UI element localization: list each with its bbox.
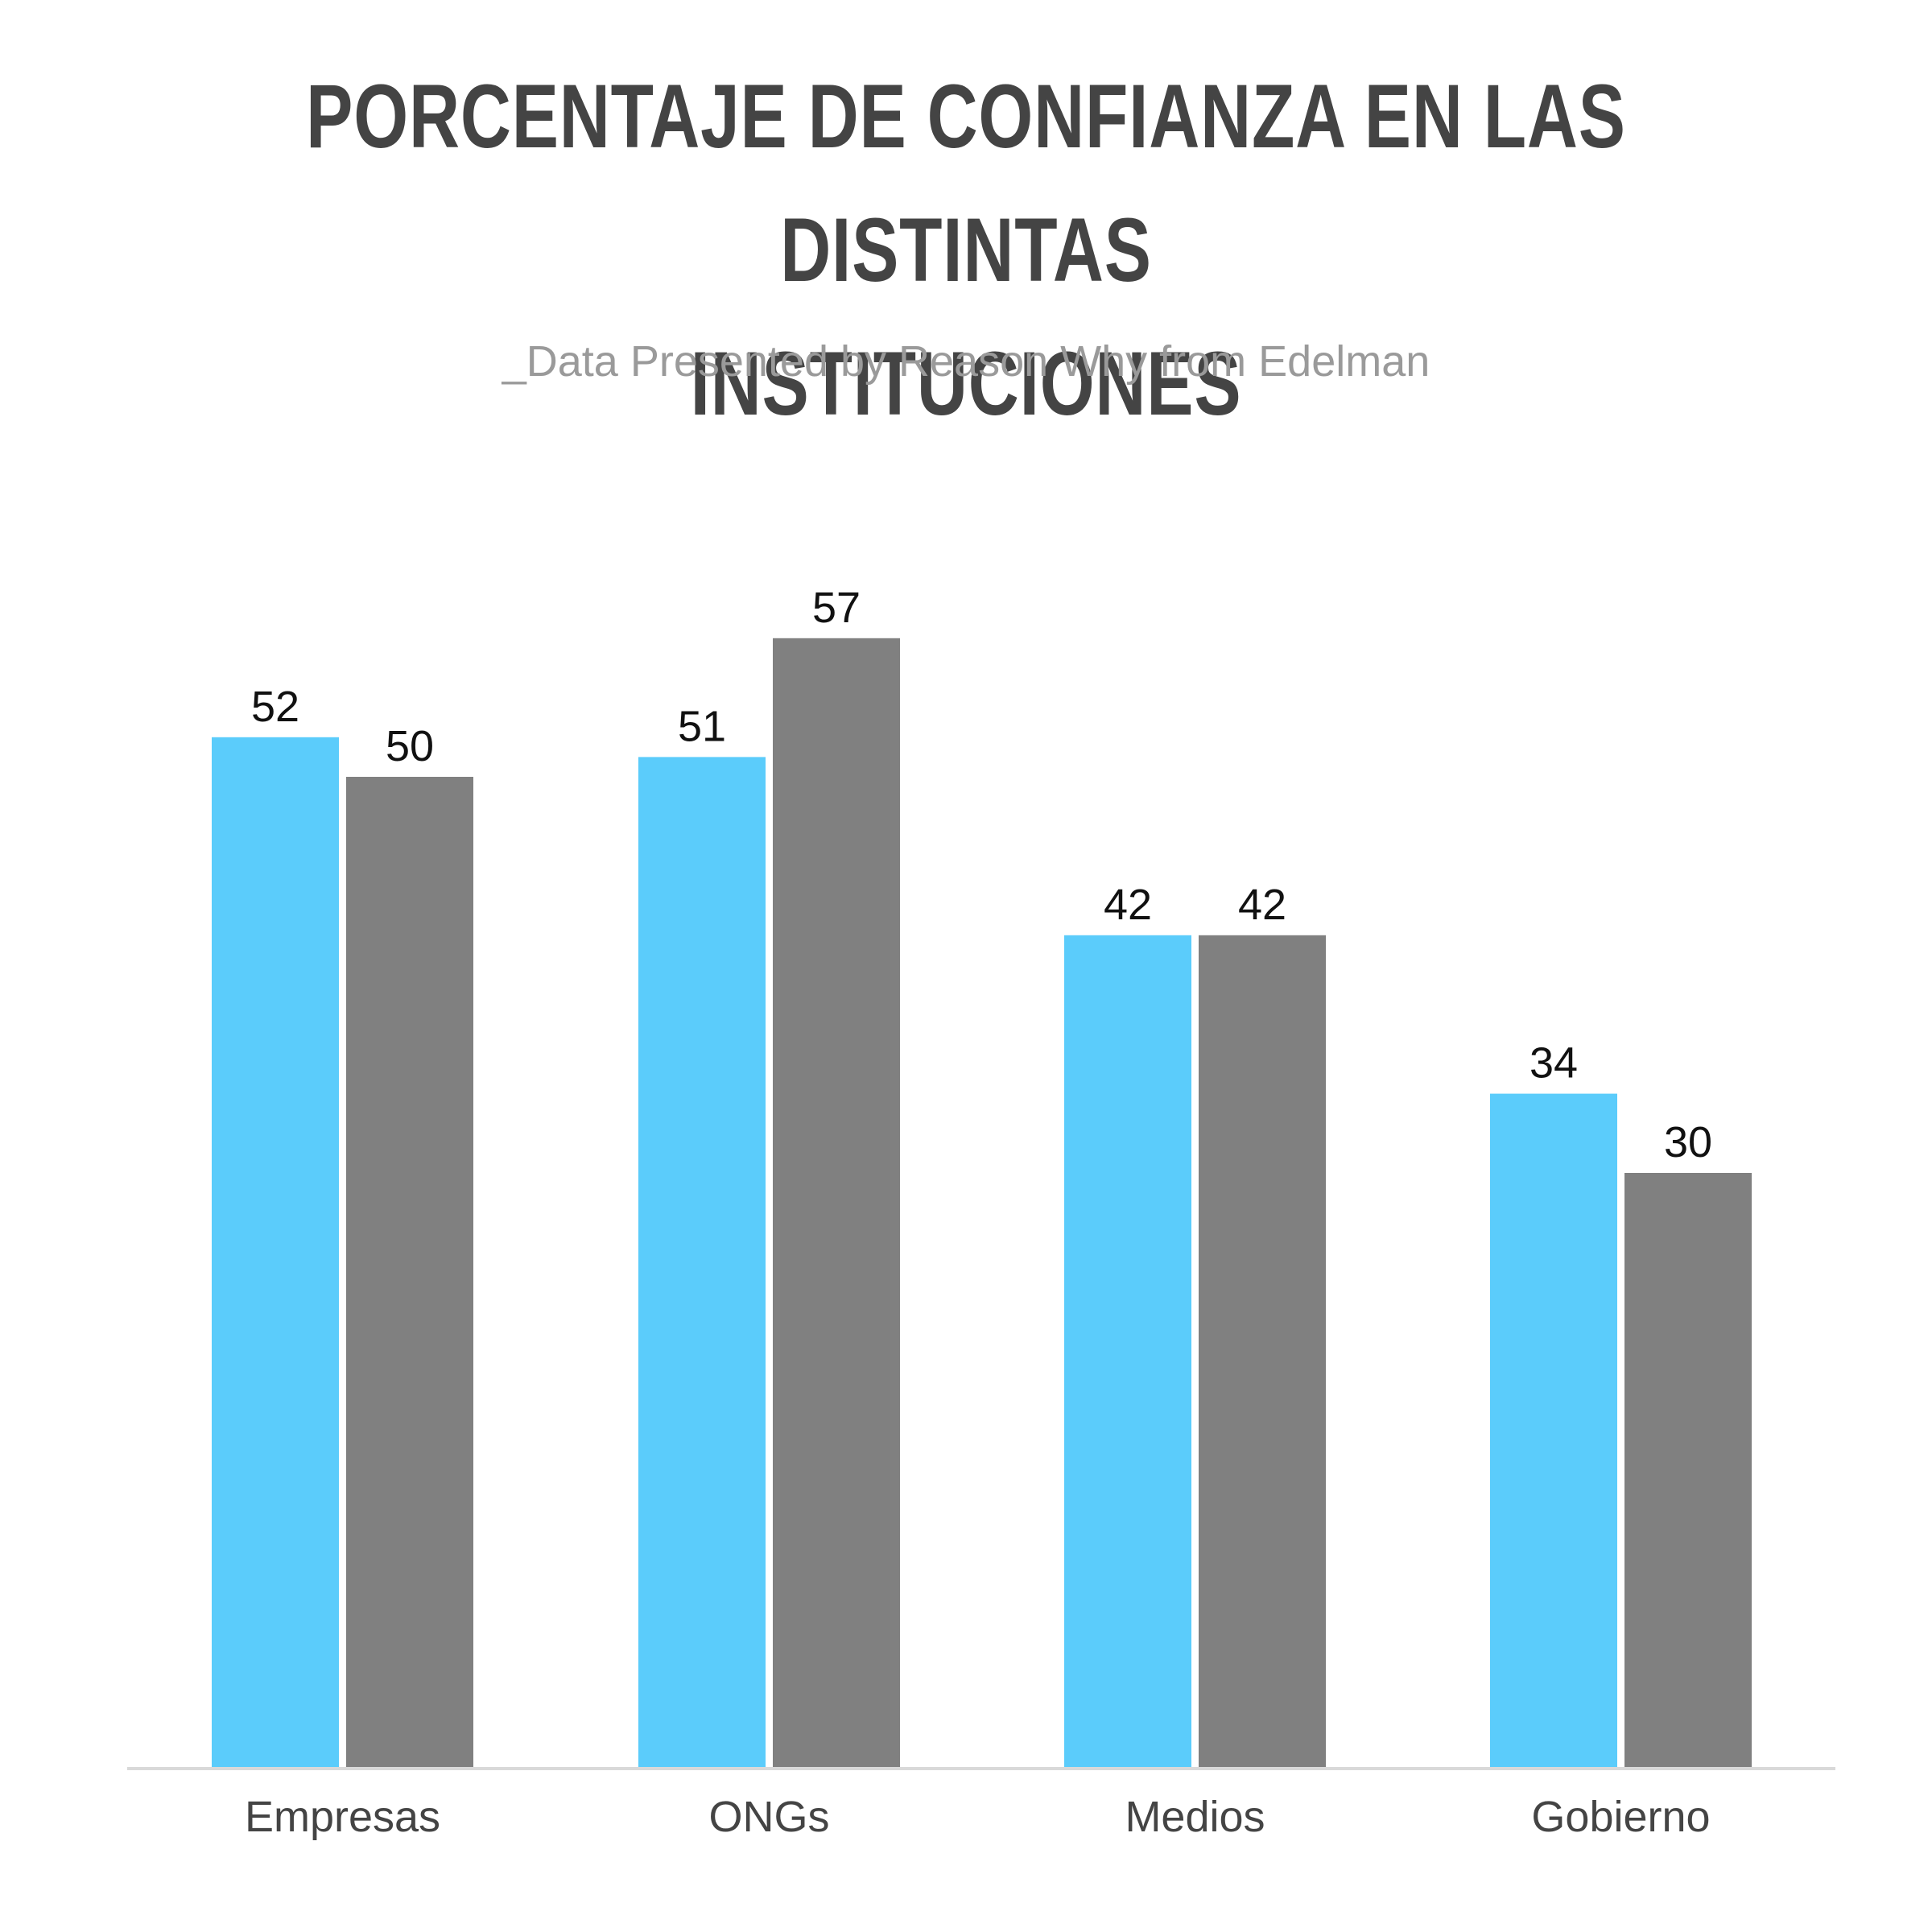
data-label-medios-series-2: 42 — [1238, 881, 1286, 929]
bar-gobierno-series-1 — [1490, 1093, 1617, 1767]
bar-medios-series-2 — [1199, 935, 1326, 1767]
category-label-gobierno: Gobierno — [1531, 1793, 1710, 1841]
bar-ongs-series-2 — [773, 638, 900, 1767]
bar-empresas-series-2 — [346, 777, 473, 1767]
data-label-ongs-series-1: 51 — [678, 702, 726, 750]
category-label-ongs: ONGs — [708, 1793, 829, 1841]
bar-gobierno-series-2 — [1624, 1173, 1752, 1767]
data-label-gobierno-series-2: 30 — [1664, 1118, 1712, 1166]
data-label-empresas-series-2: 50 — [386, 722, 434, 770]
bar-medios-series-1 — [1064, 935, 1191, 1767]
data-label-medios-series-1: 42 — [1104, 881, 1152, 929]
chart-title: PORCENTAJE DE CONFIANZA EN LAS DISTINTAS… — [306, 66, 1626, 434]
category-label-empresas: Empresas — [245, 1793, 440, 1841]
chart-subtitle: _Data Presented by Reason Why from Edelm… — [502, 337, 1430, 386]
data-label-empresas-series-1: 52 — [251, 683, 299, 731]
category-label-medios: Medios — [1125, 1793, 1265, 1841]
bar-empresas-series-1 — [212, 737, 339, 1767]
data-label-gobierno-series-1: 34 — [1530, 1039, 1578, 1088]
bar-ongs-series-1 — [638, 757, 766, 1767]
data-label-ongs-series-2: 57 — [812, 584, 861, 632]
